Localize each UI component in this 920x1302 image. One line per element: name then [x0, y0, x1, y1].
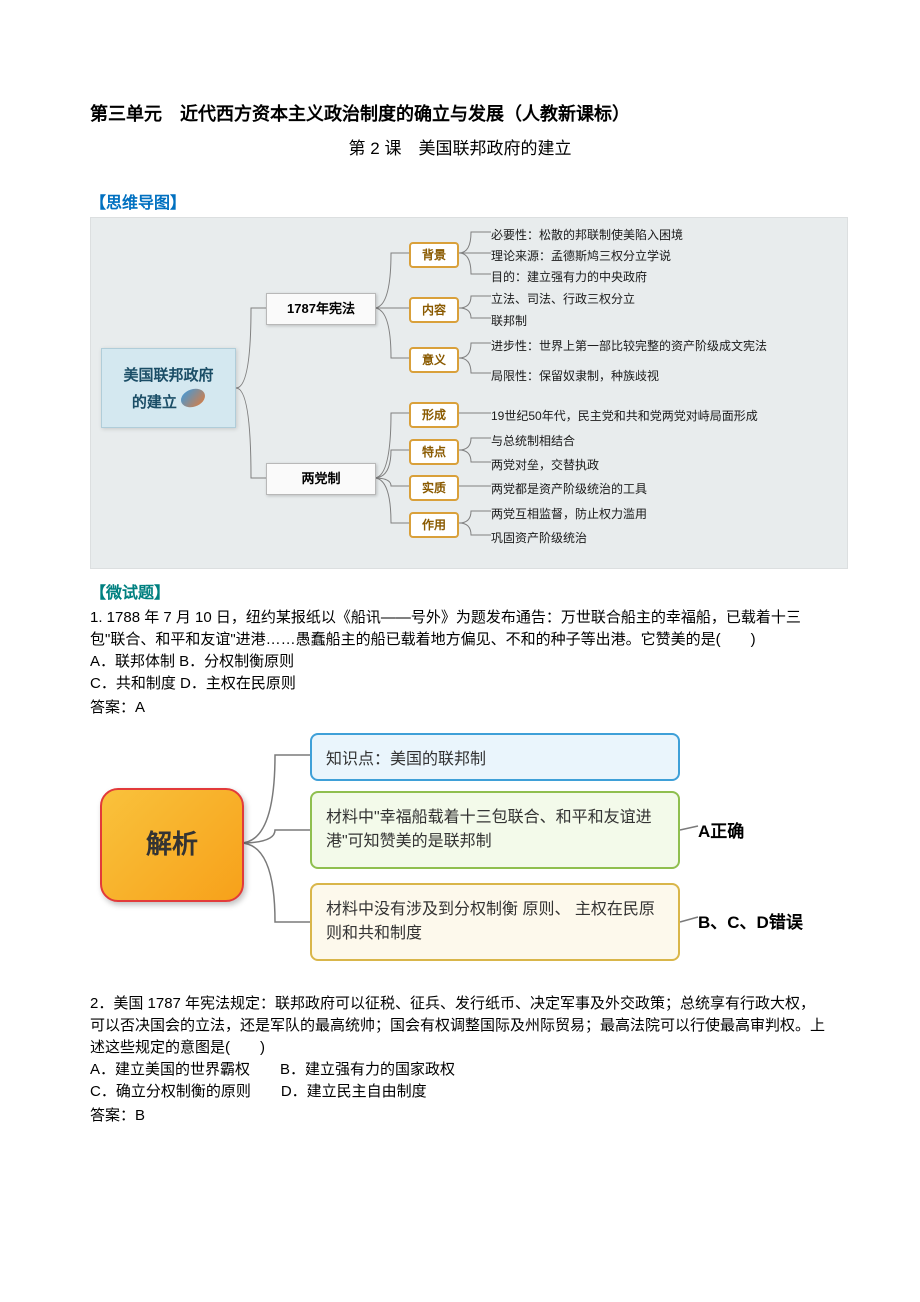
mindmap-l2-formation: 形成 — [409, 402, 459, 428]
mindmap-l2-meaning: 意义 — [409, 347, 459, 373]
explanation-verdict-a: A正确 — [698, 817, 744, 842]
mindmap-leaf: 两党互相监督，防止权力滥用 — [491, 505, 647, 522]
document-page: 第三单元 近代西方资本主义政治制度的确立与发展（人教新课标） 第 2 课 美国联… — [0, 0, 920, 1181]
mindmap-heading: 【思维导图】 — [90, 189, 830, 213]
mindmap-l2-background: 背景 — [409, 242, 459, 268]
mindmap-leaf: 巩固资产阶级统治 — [491, 529, 587, 546]
mindmap-leaf: 19世纪50年代，民主党和共和党两党对峙局面形成 — [491, 407, 758, 424]
lesson-title: 第 2 课 美国联邦政府的建立 — [90, 134, 830, 159]
q2-options-2: C．确立分权制衡的原则 D．建立民主自由制度 — [90, 1081, 830, 1103]
mindmap-leaf: 目的：建立强有力的中央政府 — [491, 268, 647, 285]
mindmap-leaf: 立法、司法、行政三权分立 — [491, 290, 635, 307]
swirl-icon — [181, 387, 205, 409]
mindmap-leaf: 局限性：保留奴隶制，种族歧视 — [491, 367, 659, 384]
explanation-box-knowledge: 知识点：美国的联邦制 — [310, 733, 680, 781]
q1-answer: 答案：A — [90, 697, 830, 719]
q1-options-2: C．共和制度 D．主权在民原则 — [90, 673, 830, 695]
q1-stem: 1. 1788 年 7 月 10 日，纽约某报纸以《船讯——号外》为题发布通告：… — [90, 607, 830, 651]
explanation-box-wrong: 材料中没有涉及到分权制衡 原则、 主权在民原则和共和制度 — [310, 883, 680, 961]
explanation-box-correct: 材料中"幸福船载着十三包联合、和平和友谊进港"可知赞美的是联邦制 — [310, 791, 680, 869]
mindmap-l2-features: 特点 — [409, 439, 459, 465]
mindmap-leaf: 两党对垒，交替执政 — [491, 456, 599, 473]
mindmap-l2-content: 内容 — [409, 297, 459, 323]
mindmap-diagram: 美国联邦政府 的建立 1787年宪法 两党制 背景 内容 意义 形成 特点 实质… — [90, 217, 848, 569]
mindmap-l2-essence: 实质 — [409, 475, 459, 501]
mindmap-leaf: 进步性：世界上第一部比较完整的资产阶级成文宪法 — [491, 337, 767, 354]
mindmap-root-node: 美国联邦政府 的建立 — [101, 348, 236, 428]
mindmap-leaf: 理论来源：孟德斯鸠三权分立学说 — [491, 247, 671, 264]
explanation-node: 解析 — [100, 788, 244, 902]
mindmap-leaf: 与总统制相结合 — [491, 432, 575, 449]
mindmap-leaf: 必要性：松散的邦联制使美陷入困境 — [491, 226, 683, 243]
q2-stem: 2．美国 1787 年宪法规定：联邦政府可以征税、征兵、发行纸币、决定军事及外交… — [90, 993, 830, 1059]
q2-answer: 答案：B — [90, 1105, 830, 1127]
unit-title: 第三单元 近代西方资本主义政治制度的确立与发展（人教新课标） — [90, 100, 830, 126]
q1-options-1: A．联邦体制 B．分权制衡原则 — [90, 651, 830, 673]
q2-options-1: A．建立美国的世界霸权 B．建立强有力的国家政权 — [90, 1059, 830, 1081]
mindmap-l1-twoparty: 两党制 — [266, 463, 376, 495]
mindmap-leaf: 联邦制 — [491, 312, 527, 329]
mindmap-l1-constitution: 1787年宪法 — [266, 293, 376, 325]
quiz-heading: 【微试题】 — [90, 579, 830, 603]
mindmap-l2-function: 作用 — [409, 512, 459, 538]
mindmap-root-label-1: 美国联邦政府 — [123, 367, 213, 384]
mindmap-root-label-2: 的建立 — [132, 394, 177, 411]
explanation-verdict-bcd: B、C、D错误 — [698, 908, 803, 933]
mindmap-leaf: 两党都是资产阶级统治的工具 — [491, 480, 647, 497]
explanation-diagram: 解析 知识点：美国的联邦制 材料中"幸福船载着十三包联合、和平和友谊进港"可知赞… — [90, 733, 830, 963]
